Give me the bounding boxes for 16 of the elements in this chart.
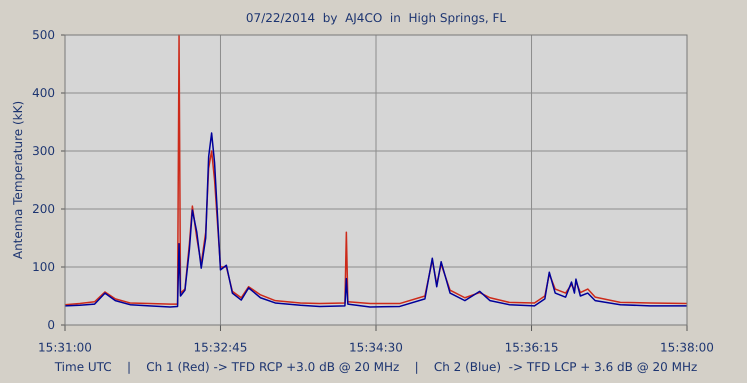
chart-title: 07/22/2014 by AJ4CO in High Springs, FL bbox=[246, 11, 506, 25]
x-tick-label: 15:32:45 bbox=[194, 340, 248, 355]
y-tick-label: 0 bbox=[47, 318, 55, 332]
x-tick-label: 15:36:15 bbox=[504, 340, 558, 355]
x-tick-label: 15:31:00 bbox=[38, 340, 92, 355]
x-axis-title: Time UTC | Ch 1 (Red) -> TFD RCP +3.0 dB @ 20 MHz | Ch 2 (Blue) -> TFD LCP + 3.6 dB @ 20 MHz bbox=[54, 360, 698, 374]
y-tick-label: 400 bbox=[32, 86, 55, 100]
line-series bbox=[64, 132, 688, 308]
x-tick-label: 15:38:00 bbox=[660, 340, 714, 355]
x-tick-label: 15:34:30 bbox=[349, 340, 403, 355]
y-tick-label: 300 bbox=[32, 144, 55, 158]
line-series bbox=[64, 34, 688, 306]
y-axis-title: Antenna Temperature (kK) bbox=[11, 100, 25, 260]
y-tick-label: 100 bbox=[32, 260, 55, 274]
y-tick-label: 500 bbox=[32, 28, 55, 42]
y-tick-label: 200 bbox=[32, 202, 55, 216]
